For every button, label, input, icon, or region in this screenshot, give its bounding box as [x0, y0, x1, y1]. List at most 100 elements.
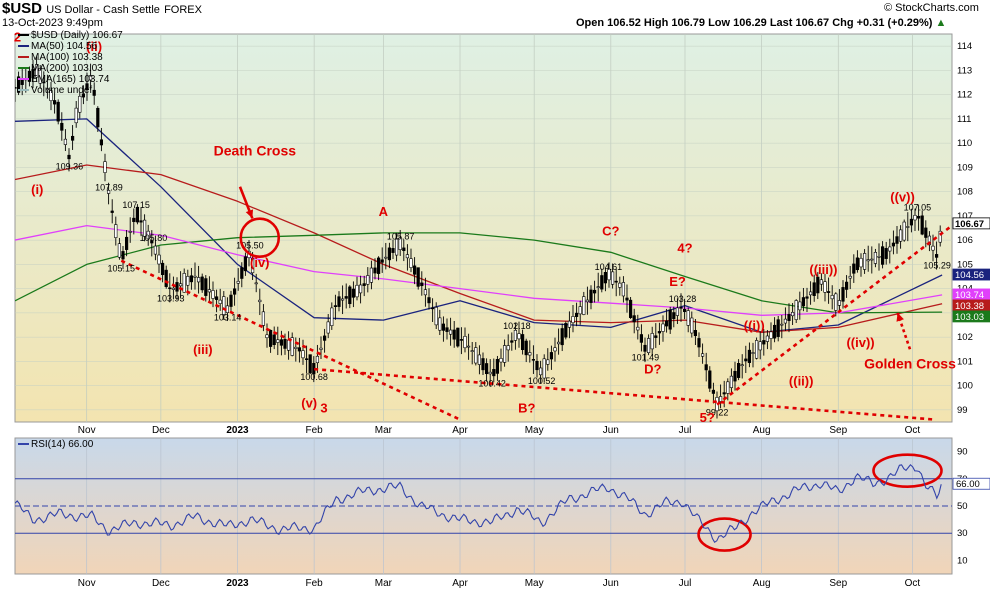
price-bar — [448, 317, 453, 346]
price-bar — [495, 355, 500, 381]
ma-line — [15, 224, 943, 316]
price-bar-body — [463, 335, 467, 349]
legend-main: $USD (Daily) 106.67 — [18, 30, 123, 41]
price-bar-body — [15, 87, 17, 89]
price-bar-body — [751, 352, 755, 354]
price-bar-body — [423, 289, 428, 296]
price-bar — [290, 332, 294, 357]
price-bar-body — [398, 237, 402, 250]
arrow-head-icon — [245, 209, 254, 219]
price-bar — [906, 212, 910, 242]
price-bar-body — [585, 299, 589, 303]
price-bar-body — [110, 210, 114, 213]
price-bar — [297, 337, 302, 363]
price-bar — [517, 321, 521, 348]
price-bar — [207, 276, 212, 303]
price-bar — [924, 220, 928, 248]
price-bar — [344, 283, 348, 309]
price-bar-body — [808, 291, 813, 296]
x-tick-label: Dec — [152, 425, 170, 436]
price-bar — [560, 323, 564, 352]
price-bar-body — [924, 227, 928, 238]
price-bar — [348, 285, 352, 309]
price-bar-body — [272, 334, 276, 346]
price-bar-body — [438, 317, 442, 331]
price-bar-body — [564, 323, 568, 338]
price-bar-body — [427, 297, 431, 304]
price-bar — [114, 216, 118, 246]
price-bar-body — [664, 320, 669, 327]
x-tick-label: May — [525, 578, 544, 589]
wave-trendline — [120, 259, 461, 421]
price-bar — [913, 208, 917, 232]
price-bar-body — [553, 347, 557, 352]
price-bar-body — [315, 355, 320, 364]
axis-value-box — [952, 310, 990, 323]
price-bar — [193, 262, 197, 290]
price-bar — [330, 302, 334, 330]
price-bar — [909, 208, 913, 233]
price-bar-body — [902, 221, 906, 241]
price-bar — [391, 239, 395, 260]
price-bar-body — [394, 238, 399, 256]
price-bar — [474, 342, 478, 366]
price-bar-body — [765, 335, 769, 342]
price-level-label: 105.29 — [923, 260, 951, 270]
price-bar — [366, 267, 370, 293]
price-bar — [567, 311, 571, 339]
price-bar — [139, 207, 143, 236]
price-bar — [229, 290, 233, 314]
price-bar — [161, 260, 165, 283]
x-tick-label: Feb — [306, 578, 324, 589]
price-bar — [510, 332, 514, 351]
price-bar-body — [697, 338, 701, 348]
legend-swatch-ma100 — [18, 56, 29, 59]
x-tick-label: Nov — [78, 578, 96, 589]
price-bar — [812, 274, 816, 302]
price-bar — [358, 275, 363, 304]
price-bar-body — [229, 294, 233, 307]
price-bar — [423, 277, 428, 307]
price-bar-body — [589, 289, 593, 303]
legend-swatch-rsi — [18, 443, 29, 446]
price-bar-body — [848, 275, 852, 279]
price-bar-body — [787, 314, 791, 322]
price-bar — [744, 345, 748, 373]
price-bar — [668, 306, 672, 334]
price-bar-body — [747, 349, 751, 363]
price-bar-body — [31, 69, 35, 79]
price-bar — [718, 384, 723, 409]
rsi-x-axis: Nov Dec 2023 Feb Mar Apr May Jun Jul Aug Sep Oct — [78, 578, 921, 589]
price-bar — [596, 272, 600, 302]
price-level-label: 100.42 — [478, 378, 506, 388]
price-bar-body — [261, 311, 266, 326]
price-bar — [571, 305, 575, 333]
y-tick-label: 108 — [957, 187, 973, 198]
price-bar-body — [153, 245, 158, 255]
price-bar — [711, 382, 715, 404]
price-bar — [621, 276, 625, 303]
price-bar — [603, 267, 607, 292]
x-tick-label: Aug — [753, 425, 771, 436]
price-bar — [528, 340, 532, 363]
price-bar-body — [474, 347, 478, 364]
price-bar — [387, 242, 392, 269]
price-bar — [891, 230, 895, 255]
price-level-label: 104.61 — [595, 262, 623, 272]
price-bar-body — [934, 254, 939, 258]
price-bar — [384, 242, 388, 270]
price-bar-body — [740, 364, 744, 367]
price-bar — [45, 74, 49, 99]
price-bar — [304, 345, 309, 374]
price-bar-body — [164, 269, 168, 287]
price-bar-body — [60, 122, 64, 131]
price-bar-body — [49, 90, 53, 102]
price-bar — [916, 204, 921, 231]
price-bar — [222, 291, 226, 320]
price-bar-body — [513, 329, 517, 341]
price-bar-body — [258, 299, 262, 303]
price-bar — [268, 329, 273, 353]
price-bar-body — [182, 273, 186, 293]
price-bar — [125, 229, 129, 257]
